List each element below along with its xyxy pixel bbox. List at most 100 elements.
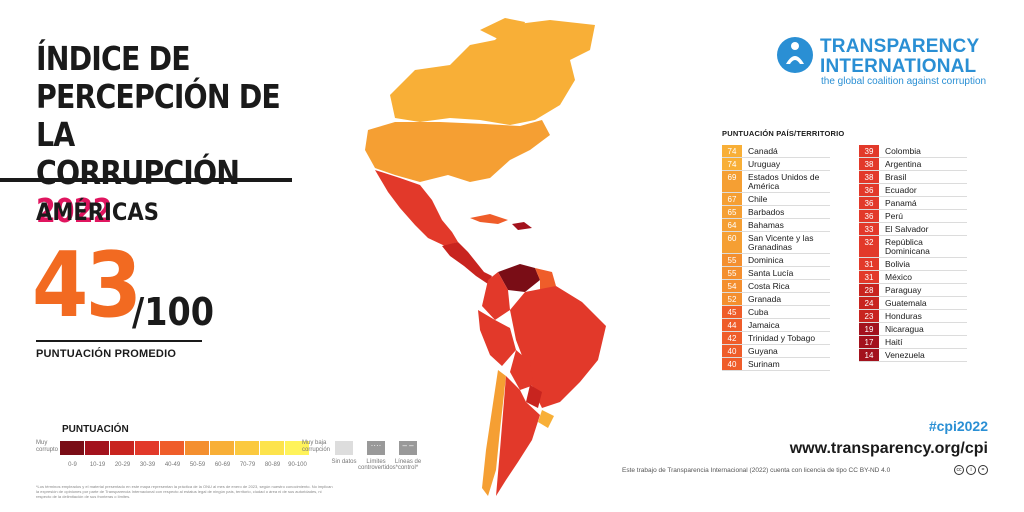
legend-swatch: [235, 441, 259, 455]
legend-swatch: [185, 441, 209, 455]
country-cell: Jamaica: [748, 320, 780, 330]
country-cell: Surinam: [748, 359, 780, 369]
score-cell: 36: [859, 197, 879, 209]
region-label: AMÉRICAS: [36, 198, 159, 226]
table-row: 64 Bahamas: [722, 219, 830, 232]
table-row: 42 Trinidad y Tobago: [722, 332, 830, 345]
score-cell: 74: [722, 145, 742, 157]
country-cell: Santa Lucía: [748, 268, 794, 278]
score-divider: [36, 340, 202, 342]
score-cell: 31: [859, 258, 879, 270]
logo-text-line-2: INTERNATIONAL: [820, 56, 977, 77]
table-row: 60 San Vicente y las Granadinas: [722, 232, 830, 254]
average-score-label: PUNTUACIÓN PROMEDIO: [36, 348, 177, 360]
table-row: 54 Costa Rica: [722, 280, 830, 293]
table-row: 33 El Salvador: [859, 223, 967, 236]
legend-swatch: [285, 441, 309, 455]
map-uruguay: [538, 410, 554, 428]
table-row: 19 Nicaragua: [859, 323, 967, 336]
country-cell: Cuba: [748, 307, 769, 317]
by-icon: i: [966, 465, 976, 475]
country-cell: Estados Unidos de América: [748, 172, 820, 191]
table-row: 74 Canadá: [722, 145, 830, 158]
no-data-label: Sin datos: [331, 459, 357, 465]
hashtag-link[interactable]: #cpi2022: [928, 418, 988, 434]
score-cell: 69: [722, 171, 742, 192]
logo-text-line-1: TRANSPARENCY: [820, 36, 980, 57]
map-peru: [478, 310, 516, 366]
score-cell: 45: [722, 306, 742, 318]
score-cell: 74: [722, 158, 742, 170]
score-cell: 67: [722, 193, 742, 205]
legend-swatch: [260, 441, 284, 455]
nd-icon: =: [978, 465, 988, 475]
score-cell: 19: [859, 323, 879, 335]
license-text: Este trabajo de Transparencia Internacio…: [622, 467, 891, 474]
disputed-borders-label: Límites controvertidos*: [358, 459, 399, 471]
table-row: 28 Paraguay: [859, 284, 967, 297]
table-row: 32 República Dominicana: [859, 236, 967, 258]
country-cell: Haití: [885, 337, 903, 347]
legend-swatch: [85, 441, 109, 455]
legend-range-label: 60-69: [214, 462, 231, 468]
legend-range-label: 50-59: [189, 462, 206, 468]
country-cell: Colombia: [885, 146, 921, 156]
legend-swatch: [60, 441, 84, 455]
country-cell: Bahamas: [748, 220, 784, 230]
score-cell: 38: [859, 158, 879, 170]
table-row: 31 Bolivia: [859, 258, 967, 271]
title-line-3: CORRUPCIÓN 2022: [36, 154, 320, 230]
score-cell: 60: [722, 232, 742, 253]
country-cell: Barbados: [748, 207, 785, 217]
table-row: 55 Dominica: [722, 254, 830, 267]
map-paraguay: [526, 385, 542, 408]
legend-range-label: 90-100: [288, 462, 307, 468]
legend-swatch: [210, 441, 234, 455]
legend-no-data: Sin datos: [326, 441, 362, 465]
map-chile: [482, 370, 506, 496]
legend-range-label: 0-9: [68, 462, 77, 468]
country-cell: Uruguay: [748, 159, 781, 169]
scores-column-2: 39 Colombia 38 Argentina 38 Brasil 36 Ecuador 36…: [859, 145, 967, 362]
table-row: 17 Haití: [859, 336, 967, 349]
legend-range-label: 80-89: [264, 462, 281, 468]
country-cell: Costa Rica: [748, 281, 790, 291]
logo-tagline: the global coalition against corruption: [821, 76, 987, 87]
country-cell: Brasil: [885, 172, 907, 182]
table-row: 55 Santa Lucía: [722, 267, 830, 280]
website-link[interactable]: www.transparency.org/cpi: [789, 440, 988, 457]
license-icons: cc i =: [954, 465, 988, 475]
map-cuba: [470, 214, 508, 224]
country-cell: Argentina: [885, 159, 922, 169]
globe-person-icon: [777, 37, 813, 73]
score-cell: 40: [722, 345, 742, 357]
score-cell: 24: [859, 297, 879, 309]
legend-color-scale: [60, 441, 310, 455]
score-cell: 23: [859, 310, 879, 322]
score-cell: 17: [859, 336, 879, 348]
map-arctic-islands: [480, 18, 525, 40]
map-central-america: [442, 242, 492, 284]
score-cell: 44: [722, 319, 742, 331]
score-cell: 33: [859, 223, 879, 235]
table-row: 38 Brasil: [859, 171, 967, 184]
country-cell: Paraguay: [885, 285, 922, 295]
average-score-max: /100: [132, 290, 215, 334]
map-colombia: [482, 272, 510, 320]
title-line-1: ÍNDICE DE: [36, 39, 191, 78]
page-title: ÍNDICE DE PERCEPCIÓN DE LA CORRUPCIÓN 20…: [36, 40, 320, 230]
legend-high-label: Muy baja corrupción: [302, 440, 331, 453]
score-cell: 14: [859, 349, 879, 361]
control-lines-label: Líneas de control*: [394, 459, 422, 471]
score-cell: 65: [722, 206, 742, 218]
table-row: 39 Colombia: [859, 145, 967, 158]
table-row: 45 Cuba: [722, 306, 830, 319]
title-divider: [0, 178, 292, 182]
country-cell: Trinidad y Tobago: [748, 333, 816, 343]
legend-swatch: [160, 441, 184, 455]
score-cell: 31: [859, 271, 879, 283]
map-venezuela: [498, 264, 540, 292]
table-row: 31 México: [859, 271, 967, 284]
legend-swatch: [110, 441, 134, 455]
score-cell: 28: [859, 284, 879, 296]
